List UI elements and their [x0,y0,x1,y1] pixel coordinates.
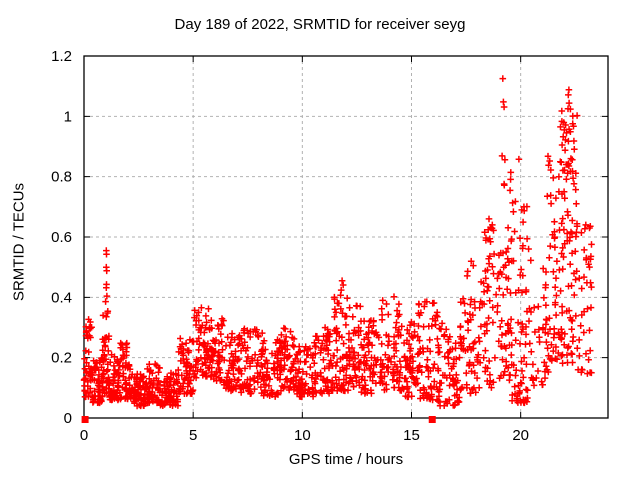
plot-border [83,55,609,419]
y-tick-label: 0.2 [51,350,72,367]
y-tick-label: 0 [64,410,72,427]
x-axis-label: GPS time / hours [288,451,404,468]
gap-markers [81,416,436,423]
x-tick-label: 10 [294,427,311,444]
chart-title: Day 189 of 2022, SRMTID for receiver sey… [174,16,466,33]
gap-marker-square [428,416,436,423]
x-tick-label: 20 [512,427,529,444]
data-points [80,75,595,410]
x-tick-label: 15 [403,427,420,444]
x-tick-label: 5 [189,427,197,444]
y-tick-label: 1.2 [51,48,72,65]
x-tick-labels: 0 5 10 15 20 [80,427,529,444]
gap-marker-square [81,416,89,423]
y-tick-label: 1 [64,108,72,125]
y-tick-label: 0.4 [51,289,72,306]
y-tick-label: 0.8 [51,169,72,186]
y-tick-label: 0.6 [51,229,72,246]
x-tick-label: 0 [80,427,88,444]
y-tick-labels: 0 0.2 0.4 0.6 0.8 1 1.2 [51,48,72,427]
